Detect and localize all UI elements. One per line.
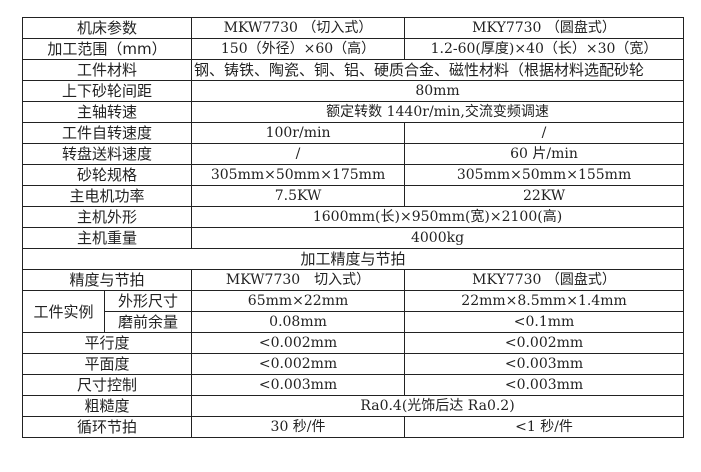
table-row: 工件自转速度 100r/min / xyxy=(21,122,685,144)
shared-value: 80mm xyxy=(191,80,685,102)
table-row: 主电机功率 7.5KW 22KW xyxy=(21,185,685,207)
shared-value: Ra0.4(光饰后达 Ra0.2) xyxy=(191,395,685,417)
machine-spec-table: 机床参数 MKW7730 （切入式） MKY7730 （圆盘式） 加工范围（mm… xyxy=(21,17,685,438)
mky-header: MKY7730 （圆盘式） xyxy=(404,17,685,39)
row-label: 循环节拍 xyxy=(21,416,193,438)
mky-value: / xyxy=(404,122,685,144)
row-label: 加工范围（mm） xyxy=(21,38,193,60)
table-row: 平面度 <0.002mm <0.003mm xyxy=(21,353,685,375)
mky-value: 305mm×50mm×155mm xyxy=(404,164,685,186)
row-label: 工件材料 xyxy=(21,59,193,81)
table-row: 上下砂轮间距 80mm xyxy=(21,80,685,102)
table-row: 主机重量 4000kg xyxy=(21,227,685,249)
example-group-label: 工件实例 xyxy=(22,290,105,333)
row-label: 上下砂轮间距 xyxy=(21,80,193,102)
table-row: 平行度 <0.002mm <0.002mm xyxy=(21,332,685,354)
mky-header: MKY7730 （圆盘式） xyxy=(404,269,685,291)
mkw-header: MKW7730 （切入式） xyxy=(191,17,406,39)
mky-value: 22mm×8.5mm×1.4mm xyxy=(404,290,685,312)
mkw-value: <0.002mm xyxy=(191,332,406,354)
mky-value: 60 片/min xyxy=(404,143,685,165)
row-label: 磨前余量 xyxy=(103,311,193,333)
row-label: 机床参数 xyxy=(21,17,193,39)
mkw-value: 30 秒/件 xyxy=(191,416,406,438)
mky-value: 1.2-60(厚度)×40（长）×30（宽） xyxy=(404,38,685,60)
mkw-value: 65mm×22mm xyxy=(191,290,406,312)
mky-value: <0.003mm xyxy=(404,374,685,396)
mkw-value: 0.08mm xyxy=(191,311,406,333)
table-row: 主轴转速 额定转数 1440r/min,交流变频调速 xyxy=(21,101,685,123)
mky-value: <0.003mm xyxy=(404,353,685,375)
mky-value: <0.002mm xyxy=(404,332,685,354)
table-row: 转盘送料速度 / 60 片/min xyxy=(21,143,685,165)
table-row: 工件实例 外形尺寸 65mm×22mm 22mm×8.5mm×1.4mm xyxy=(22,290,685,333)
table-row: 加工范围（mm） 150（外径）×60（高） 1.2-60(厚度)×40（长）×… xyxy=(21,38,685,60)
table-row: 循环节拍 30 秒/件 <1 秒/件 xyxy=(21,416,685,438)
table-row: 粗糙度 Ra0.4(光饰后达 Ra0.2) xyxy=(21,395,685,417)
mkw-value: 305mm×50mm×175mm xyxy=(191,164,406,186)
mky-value: <0.1mm xyxy=(404,311,685,333)
table-row: 尺寸控制 <0.003mm <0.003mm xyxy=(21,374,685,396)
row-label: 粗糙度 xyxy=(21,395,193,417)
mkw-value: <0.003mm xyxy=(191,374,406,396)
table-row: 砂轮规格 305mm×50mm×175mm 305mm×50mm×155mm xyxy=(21,164,685,186)
mkw-value: / xyxy=(191,143,406,165)
table-row: 机床参数 MKW7730 （切入式） MKY7730 （圆盘式） xyxy=(21,17,685,39)
table-row: 工件材料 钢、铸铁、陶瓷、铜、铝、硬质合金、磁性材料（根据材料选配砂轮 xyxy=(21,59,685,81)
row-label: 平面度 xyxy=(21,353,193,375)
mkw-value: 7.5KW xyxy=(191,185,406,207)
mkw-value: 150（外径）×60（高） xyxy=(191,38,406,60)
row-label: 主电机功率 xyxy=(21,185,193,207)
table-row: 精度与节拍 MKW7730 切入式） MKY7730 （圆盘式） xyxy=(21,269,685,291)
row-label: 尺寸控制 xyxy=(21,374,193,396)
mkw-value: <0.002mm xyxy=(191,353,406,375)
shared-value: 1600mm(长)×950mm(宽)×2100(高) xyxy=(191,206,685,228)
table-row: 主机外形 1600mm(长)×950mm(宽)×2100(高) xyxy=(21,206,685,228)
mky-value: 22KW xyxy=(404,185,685,207)
shared-value: 额定转数 1440r/min,交流变频调速 xyxy=(191,101,685,123)
mky-value: <1 秒/件 xyxy=(404,416,685,438)
mkw-value: 100r/min xyxy=(191,122,406,144)
row-label: 平行度 xyxy=(21,332,193,354)
row-label: 外形尺寸 xyxy=(103,290,193,312)
row-label: 主轴转速 xyxy=(21,101,193,123)
section-title-row: 加工精度与节拍 xyxy=(21,248,685,270)
row-label: 主机重量 xyxy=(21,227,193,249)
shared-value: 钢、铸铁、陶瓷、铜、铝、硬质合金、磁性材料（根据材料选配砂轮 xyxy=(191,59,685,81)
row-label: 砂轮规格 xyxy=(21,164,193,186)
section-title: 加工精度与节拍 xyxy=(21,248,685,270)
row-label: 主机外形 xyxy=(21,206,193,228)
row-label: 转盘送料速度 xyxy=(21,143,193,165)
shared-value: 4000kg xyxy=(191,227,685,249)
row-label: 工件自转速度 xyxy=(21,122,193,144)
row-label: 精度与节拍 xyxy=(21,269,193,291)
table-row: 磨前余量 0.08mm <0.1mm xyxy=(23,311,685,333)
mkw-header: MKW7730 切入式） xyxy=(191,269,406,291)
